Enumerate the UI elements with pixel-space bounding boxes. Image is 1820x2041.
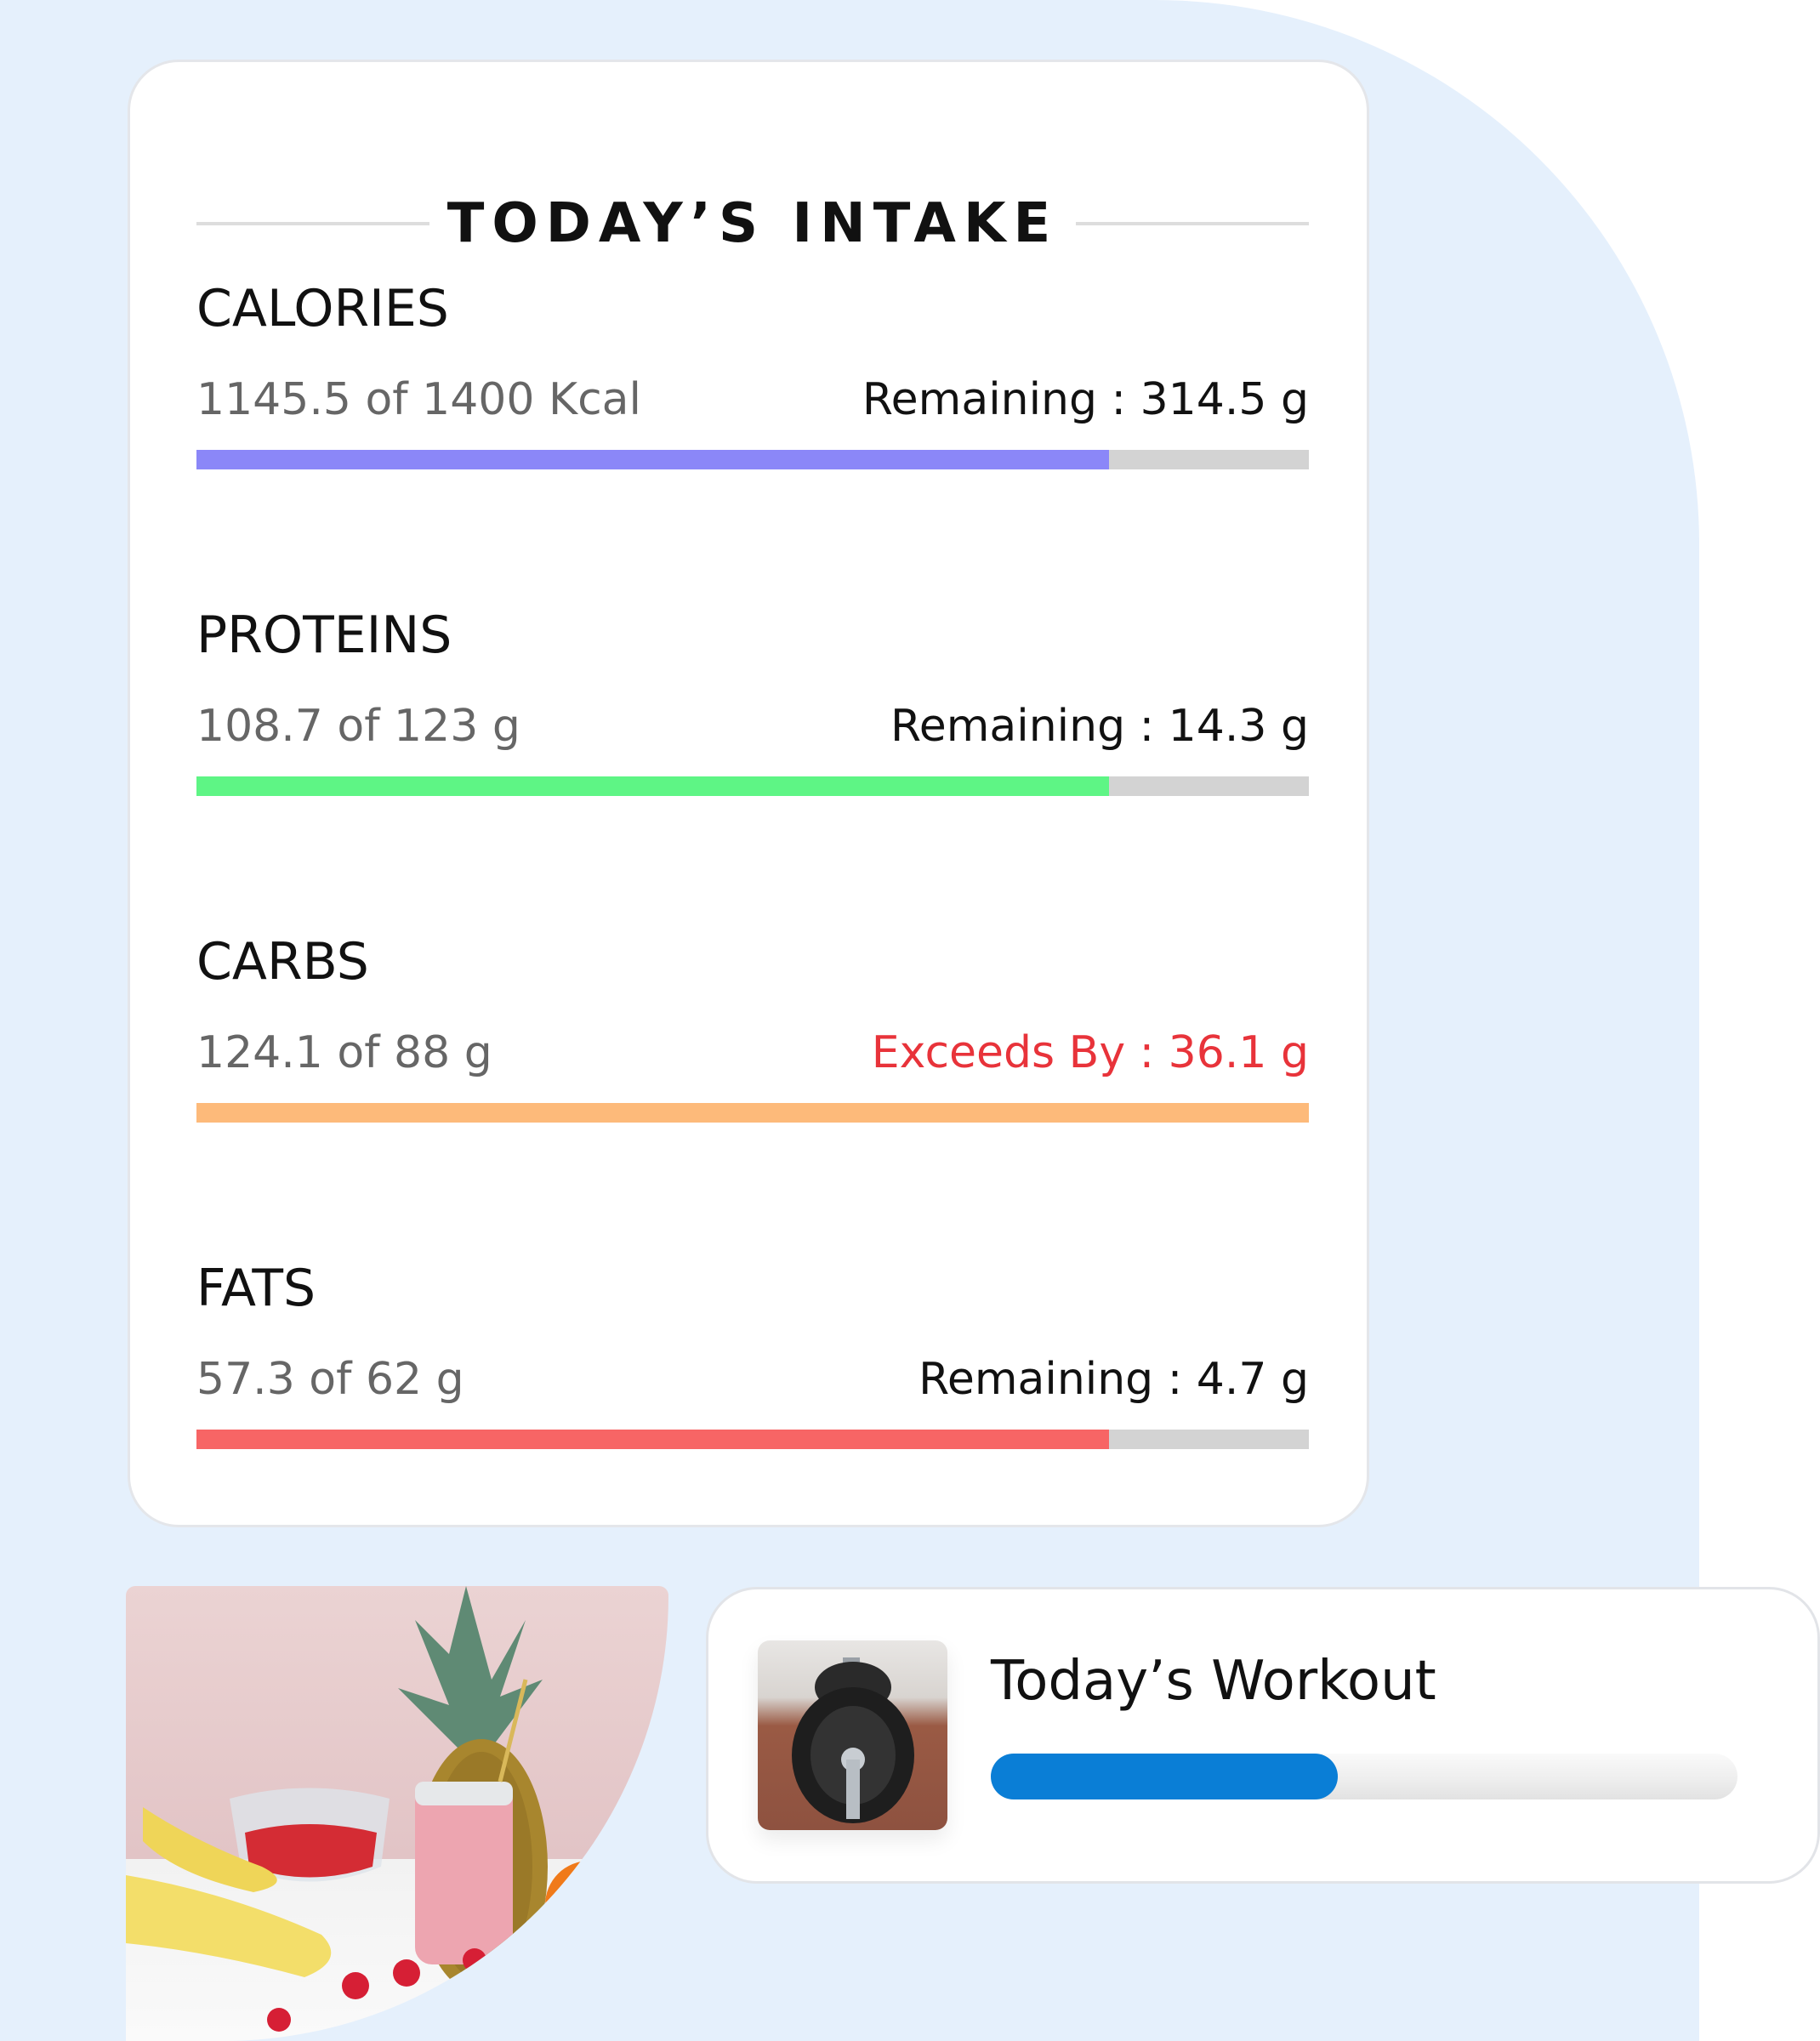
proteins-progress-bar (196, 776, 1309, 796)
section-fats: FATS 57.3 of 62 g Remaining : 4.7 g (196, 1254, 1309, 1509)
todays-workout-card[interactable]: Today’s Workout (706, 1587, 1820, 1884)
proteins-status: Remaining : 14.3 g (890, 701, 1309, 752)
fats-progress-fill (196, 1430, 1109, 1449)
carbs-label: CARBS (196, 932, 369, 992)
divider (1076, 222, 1309, 225)
proteins-progress-fill (196, 776, 1109, 796)
workout-title: Today’s Workout (991, 1650, 1436, 1713)
divider (196, 222, 429, 225)
carbs-status: Exceeds By : 36.1 g (871, 1027, 1309, 1078)
barbell-photo (758, 1640, 947, 1830)
carbs-progress-bar (196, 1103, 1309, 1123)
todays-intake-card: TODAY’S INTAKE CALORIES 1145.5 of 1400 K… (128, 60, 1369, 1527)
fats-status: Remaining : 4.7 g (919, 1354, 1309, 1405)
section-proteins: PROTEINS 108.7 of 123 g Remaining : 14.3… (196, 601, 1309, 856)
calories-progress-bar (196, 450, 1309, 469)
smoothie-glass-icon (415, 1679, 528, 1964)
section-calories: CALORIES 1145.5 of 1400 Kcal Remaining :… (196, 275, 1309, 530)
fats-value: 57.3 of 62 g (196, 1354, 464, 1405)
calories-progress-fill (196, 450, 1109, 469)
calories-status: Remaining : 314.5 g (862, 374, 1309, 425)
banana-icon (126, 1807, 332, 1977)
proteins-value: 108.7 of 123 g (196, 701, 520, 752)
bowl-icon (230, 1788, 390, 1882)
fats-label: FATS (196, 1259, 316, 1318)
card-title: TODAY’S INTAKE (446, 192, 1059, 255)
calories-label: CALORIES (196, 279, 449, 338)
calories-value: 1145.5 of 1400 Kcal (196, 374, 641, 425)
card-header: TODAY’S INTAKE (196, 190, 1309, 258)
carbs-value: 124.1 of 88 g (196, 1027, 492, 1078)
carbs-progress-fill (196, 1103, 1309, 1123)
workout-progress-bar (991, 1754, 1738, 1799)
workout-progress-fill (991, 1754, 1339, 1799)
section-carbs: CARBS 124.1 of 88 g Exceeds By : 36.1 g (196, 928, 1309, 1183)
proteins-label: PROTEINS (196, 605, 452, 665)
barbell-icon (792, 1657, 914, 1823)
fats-progress-bar (196, 1430, 1309, 1449)
